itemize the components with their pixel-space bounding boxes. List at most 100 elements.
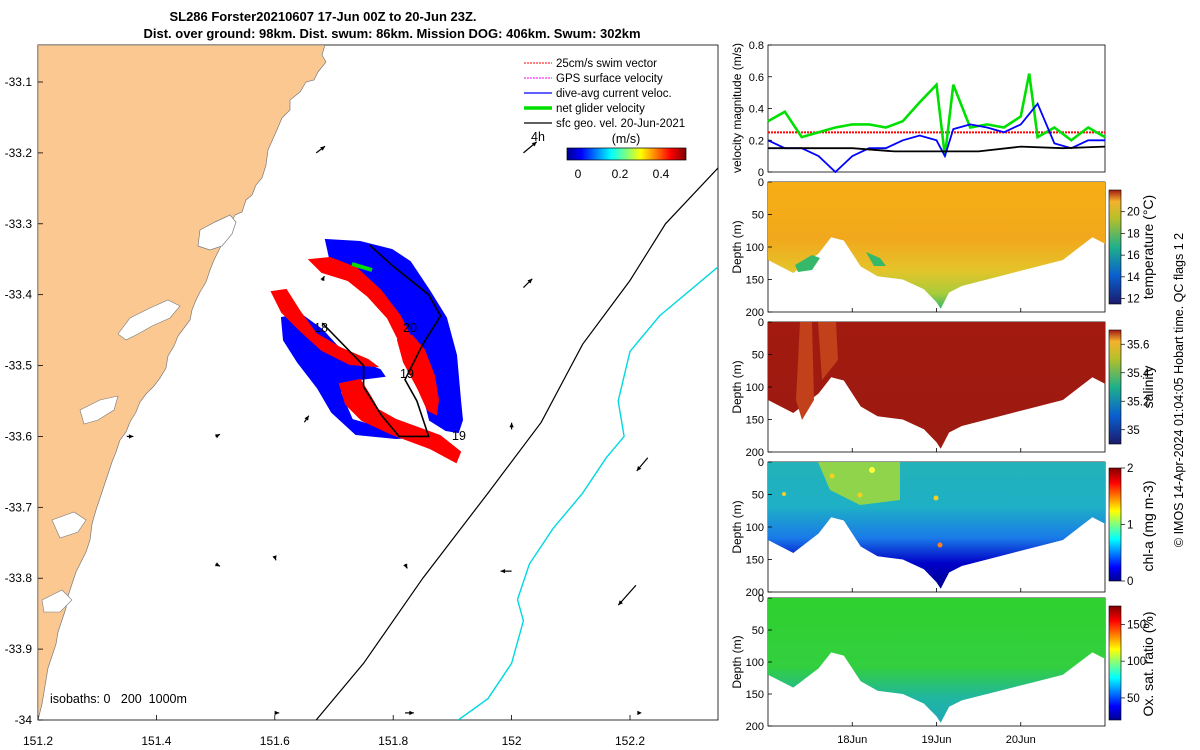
depth-tick-label: 100 [746,657,764,669]
chlorophyll-hotspots [782,467,943,548]
colorbar-tick-label: 2 [1127,463,1133,475]
map-xtick-label: 151.4 [141,734,171,748]
map-xtick-label: 152.2 [615,734,645,748]
chlorophyll-panel: chl-a (mg m-3) [767,461,1156,593]
time-tick-label: 20Jun [1006,734,1036,746]
annotation-day-19b: 19 [452,429,466,443]
isobath-1000m [457,266,718,720]
map-ytick-label: -33.9 [5,642,33,656]
velocity-frame [767,44,1106,173]
velocity-series-line [767,101,1105,174]
map-ytick-label: -33.5 [5,359,33,373]
depth-ylabel: Depth (m) [730,220,744,273]
colorbar-tick-label: 150 [1127,619,1146,631]
legend-label: 25cm/s swim vector [556,58,657,70]
swim-vector-band-4 [396,334,440,416]
map-ytick-label: -33.6 [5,429,33,443]
colorbar-tick-label: 0 [1127,576,1133,588]
annotation-day-20: 20 [403,321,417,335]
salinity-colorbar [1108,329,1122,445]
colorbar-tick: 0.2 [612,167,629,181]
map-legend: 25cm/s swim vector GPS surface velocity … [524,58,685,130]
chl-point [869,467,875,473]
lake [197,214,237,251]
geo-velocity-arrow [617,584,637,606]
geo-velocity-arrow [126,434,134,439]
depth-ylabel: Depth (m) [730,360,744,413]
depth-tick-label: 100 [746,382,764,394]
inlet [51,511,87,539]
geo-velocity-arrow [509,422,514,430]
colorbar-tick: 0 [575,167,582,181]
oxygen-field [768,598,1105,723]
net-glider-velocity [351,262,373,272]
annotation-day-18: 18 [314,321,328,335]
inlet-2 [41,589,73,613]
depth-tick-label: 150 [746,689,764,701]
legend-item-gps: GPS surface velocity [524,73,663,85]
colorbar-tick-label: 1 [1127,520,1133,532]
oxygen-colorbar [1108,605,1122,721]
colorbar-tick-label: 35.2 [1127,396,1149,408]
temperature-panel: temperature (°C) [767,181,1156,313]
velocity-series [767,73,1106,174]
estuary-2 [79,395,119,425]
temperature-colorbar [1108,189,1122,305]
geo-velocity-arrow [215,433,221,439]
track-map: 4h 18 19 20 19 isobaths: 0 200 1000m 25c… [5,44,719,748]
geo-velocity-arrow [272,555,277,561]
temperature-green-patch [795,252,886,272]
velocity-ytick-label: 0.4 [749,104,764,116]
velocity-ytick-label: 0.8 [749,40,764,52]
glider-track [270,238,464,464]
velocity-ytick-label: 0.6 [749,72,764,84]
colorbar-tick-label: 12 [1127,294,1140,306]
temperature-field [768,182,1105,309]
legend-label: sfc geo. vel. 20-Jun-2021 [556,118,685,130]
sfc-geo-velocity-vectors [126,141,649,716]
annotation-day-19: 19 [400,367,414,381]
velocity-ytick-label: 0 [758,167,764,179]
colorbar-tick-label: 14 [1127,272,1140,284]
chart-title: SL286 Forster20210607 17-Jun 00Z to 20-J… [169,9,476,24]
depth-tick-label: 0 [758,177,764,189]
map-ytick-label: -33.1 [5,75,33,89]
geo-velocity-arrow [500,568,512,574]
salinity-panel: salinity [767,321,1156,453]
map-xtick-label: 151.8 [378,734,408,748]
swim-vector-band-2 [270,288,380,368]
depth-tick-label: 0 [758,317,764,329]
colorbar-tick-label: 20 [1127,207,1140,219]
chl-point [782,492,786,496]
legend-label: dive-avg current veloc. [556,88,672,100]
geo-velocity-arrow [403,563,408,569]
chl-point [933,495,939,501]
legend-label: GPS surface velocity [556,73,663,85]
map-axis-ticks: 151.2 151.4 151.6 151.8 152 152.2 -33.1 -33.2 -3… [5,75,646,748]
geo-velocity-arrow [315,145,326,154]
oxygen-clabel: Ox. sat. ratio (%) [1140,611,1156,716]
legend-label: net glider velocity [556,103,645,115]
map-xtick-label: 151.2 [23,734,53,748]
time-tick-label: 19Jun [922,734,952,746]
legend-item-net-glider: net glider velocity [524,103,645,115]
map-xtick-label: 152 [502,734,522,748]
geo-velocity-arrow [637,710,642,716]
geo-velocity-arrow [303,415,310,423]
depth-tick-label: 50 [752,350,764,362]
map-ytick-label: -33.4 [5,288,33,302]
velocity-yticks: 0 0.2 0.4 0.6 0.8 [749,40,772,179]
depth-tick-label: 50 [752,490,764,502]
velocity-ytick-label: 0.2 [749,135,764,147]
geo-velocity-arrow [320,275,325,282]
map-ytick-label: -34 [15,713,33,727]
footer-credit: © IMOS 14-Apr-2024 01:04:05 Hobart time.… [1172,233,1186,547]
geo-velocity-arrow [215,562,221,567]
depth-tick-label: 200 [746,721,764,733]
legend-item-swim-vector: 25cm/s swim vector [524,58,657,70]
chl-point [937,542,943,548]
geo-velocity-arrow [405,710,414,716]
legend-item-dive-avg: dive-avg current veloc. [524,88,672,100]
